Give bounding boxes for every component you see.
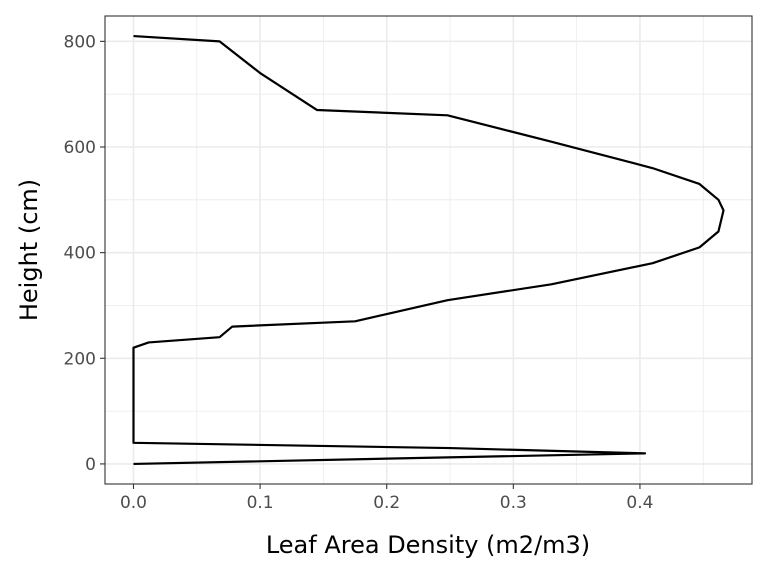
x-axis-ticks: 0.0 0.1 0.2 0.3 0.4: [120, 484, 653, 513]
y-axis-title: Height (cm): [15, 179, 43, 321]
series-layer: [132, 34, 725, 466]
y-tick-label: 200: [64, 349, 96, 369]
y-tick-label: 800: [64, 32, 96, 52]
x-tick-label: 0.1: [247, 493, 274, 513]
x-tick-label: 0.2: [373, 493, 400, 513]
panel-border: [104, 15, 753, 485]
y-tick-label: 400: [64, 244, 96, 264]
y-tick-label: 0: [85, 455, 96, 475]
x-tick-label: 0.3: [500, 493, 527, 513]
y-tick-label: 600: [64, 138, 96, 158]
x-tick-label: 0.4: [626, 493, 653, 513]
profile-line-0: [132, 34, 725, 466]
x-axis-title: Leaf Area Density (m2/m3): [266, 531, 590, 559]
minor-gridlines: [105, 16, 752, 484]
x-tick-label: 0.0: [120, 493, 147, 513]
y-axis-ticks: 0 200 400 600 800: [64, 32, 105, 475]
